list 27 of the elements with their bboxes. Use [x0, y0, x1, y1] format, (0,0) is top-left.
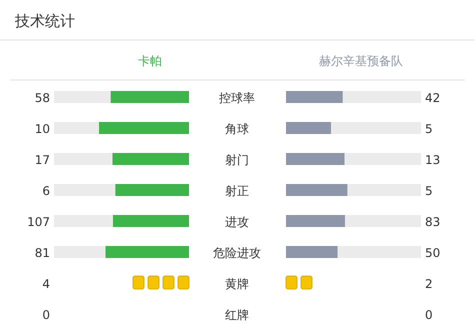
text: 技术统计 [14, 12, 75, 30]
category-label: 控球率 [219, 91, 255, 105]
data-label: 10 [34, 122, 50, 136]
data-label: 2 [425, 277, 433, 291]
data-label: 5 [425, 184, 433, 198]
data-label: 81 [34, 246, 50, 260]
legend-label: 卡帕 [138, 54, 162, 68]
data-label: 13 [425, 153, 440, 167]
data-label: 0 [425, 308, 433, 322]
category-label: 危险进攻 [213, 246, 261, 260]
category-label: 角球 [225, 122, 249, 136]
data-label: 58 [34, 91, 50, 105]
data-label: 17 [34, 153, 50, 167]
category-label: 射正 [225, 184, 249, 198]
data-label: 50 [425, 246, 440, 260]
data-label: 6 [42, 184, 50, 198]
category-label: 红牌 [225, 308, 249, 322]
data-label: 42 [425, 91, 440, 105]
category-label: 黄牌 [225, 277, 249, 291]
data-label: 83 [425, 215, 440, 229]
category-label: 进攻 [225, 215, 249, 229]
legend-label: 赫尔辛基预备队 [319, 54, 403, 68]
data-label: 5 [425, 122, 433, 136]
data-label: 4 [42, 277, 50, 291]
data-label: 0 [42, 308, 50, 322]
data-label: 107 [27, 215, 50, 229]
category-label: 射门 [225, 153, 249, 167]
